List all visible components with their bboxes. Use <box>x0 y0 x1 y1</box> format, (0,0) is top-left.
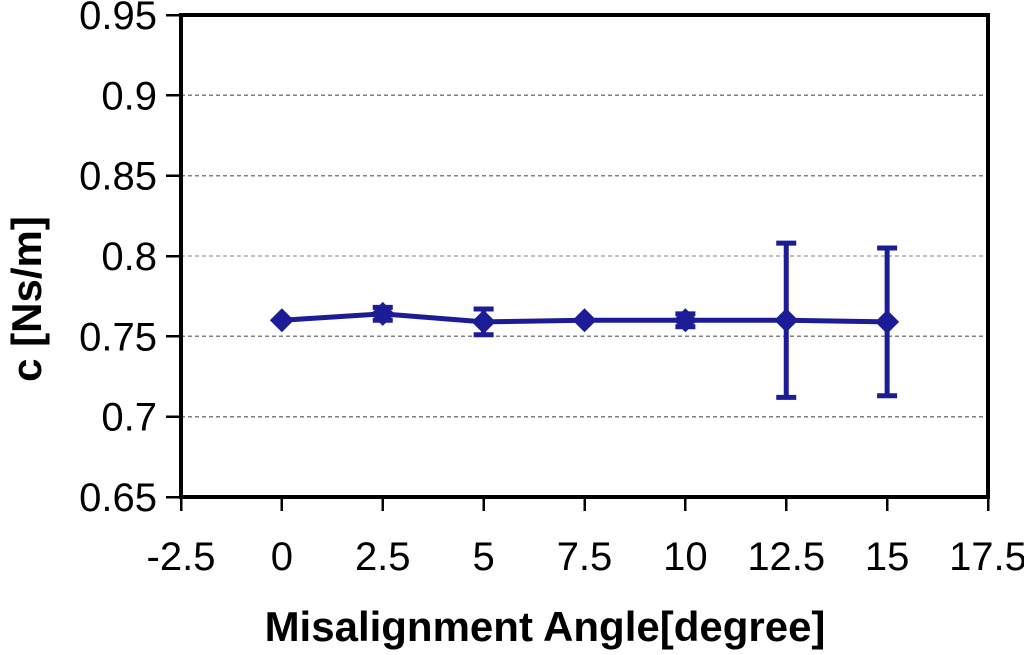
data-point-marker <box>269 308 294 333</box>
x-tick-label: 15 <box>865 535 910 579</box>
data-point-marker <box>572 308 597 333</box>
y-tick-label: 0.65 <box>79 476 157 520</box>
x-tick-label: 17.5 <box>949 535 1024 579</box>
data-point-marker <box>370 301 395 326</box>
data-point-marker <box>471 309 496 334</box>
y-tick-label: 0.85 <box>79 155 157 199</box>
y-tick-label: 0.8 <box>101 235 157 279</box>
y-tick-label: 0.7 <box>101 396 157 440</box>
y-axis-title: c [Ns/m] <box>3 216 50 382</box>
x-tick-label: -2.5 <box>147 535 216 579</box>
x-tick-label: 0 <box>271 535 293 579</box>
x-tick-label: 2.5 <box>355 535 411 579</box>
y-tick-label: 0.75 <box>79 315 157 359</box>
x-tick-label: 10 <box>663 535 708 579</box>
data-point-marker <box>673 308 698 333</box>
x-tick-label: 7.5 <box>557 535 613 579</box>
y-tick-label: 0.9 <box>101 74 157 118</box>
data-point-marker <box>875 309 900 334</box>
x-tick-label: 12.5 <box>747 535 825 579</box>
data-point-marker <box>774 308 799 333</box>
x-tick-label: 5 <box>473 535 495 579</box>
x-axis-title: Misalignment Angle[degree] <box>264 603 826 650</box>
y-tick-label: 0.95 <box>79 0 157 38</box>
